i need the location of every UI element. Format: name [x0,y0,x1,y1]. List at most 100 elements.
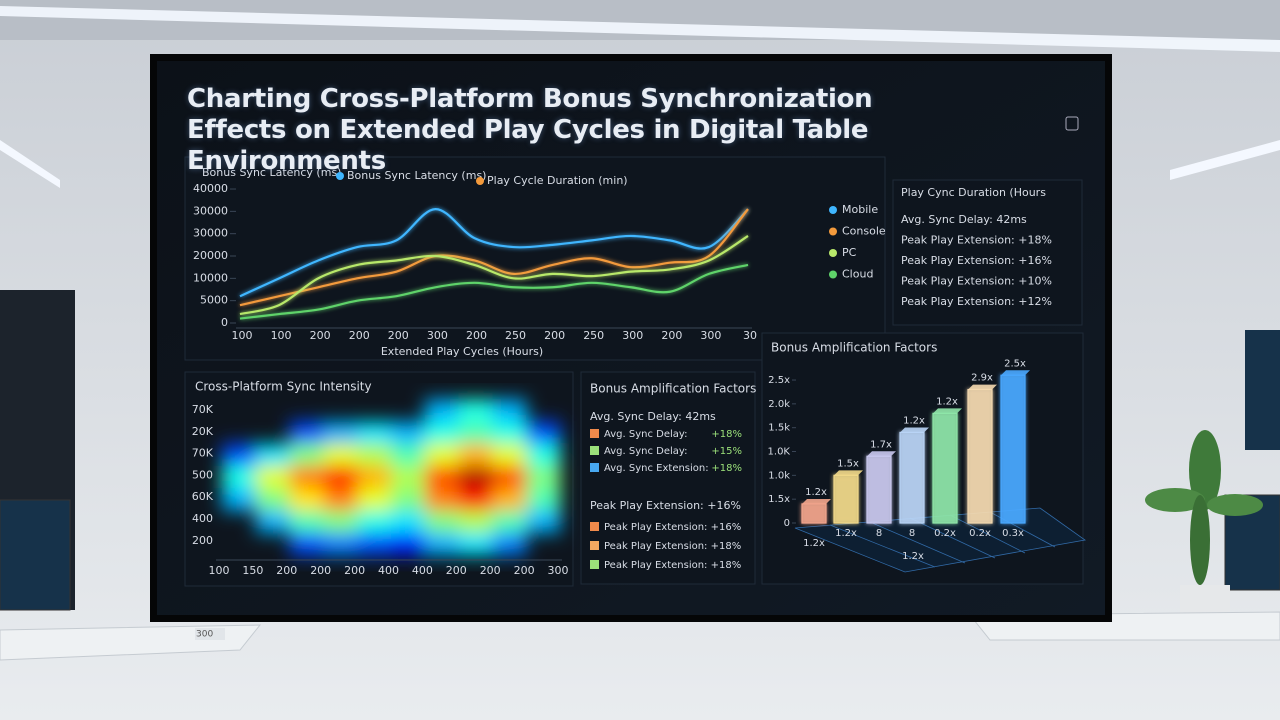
item-label: Avg. Sync Extension: [604,463,709,474]
heat-cell [424,443,460,467]
y-tick-label: 2.5x [768,375,790,386]
bar-top [867,451,896,457]
bar-label: 1.7x [870,439,892,450]
item-label: Peak Play Extension: +18% [604,541,741,552]
heat-cell [492,465,527,489]
y-tick-label: 20000 [193,249,228,262]
legend-swatch [829,249,837,257]
x-tick-label: 300 [622,329,643,342]
series-line [239,263,749,320]
x-tick-label: 250 [505,329,526,342]
bar [866,455,892,524]
heat-cell [357,443,392,467]
x-tick-label: 1.2x [835,528,857,539]
ceiling-light [1170,140,1280,180]
heat-cell [255,443,291,467]
heat-cell [492,443,527,467]
heat-cell [357,510,392,534]
y-tick-label: 2.0k [768,399,790,410]
y-tick-label: 0 [784,518,790,529]
y-tick-label: 400 [192,512,213,525]
heat-cell [424,465,460,489]
x-tick-label: 100 [271,329,292,342]
heat-cell [458,532,493,556]
y-tick-label: 1.0k [768,470,790,481]
heat-cell [391,465,426,489]
x-tick-label: 100 [232,329,253,342]
heat-cell [255,465,291,489]
heat-cell [222,465,257,489]
x-tick-label: 150 [242,564,263,577]
legend-swatch [590,541,599,550]
x-tick-label: 100 [209,564,230,577]
bar [967,388,993,524]
x-tick-label: 200 [388,329,409,342]
y-tick-label: 10000 [193,271,228,284]
heatmap [222,399,561,556]
legend-label: Cloud [842,268,873,281]
desk-label: 300 [196,630,213,640]
bar [932,412,958,524]
heat-cell [289,465,324,489]
bar-label: 2.9x [971,373,993,384]
item-label: Avg. Sync Delay: [604,446,687,457]
heat-cell [357,488,392,511]
heat-cell [357,465,392,489]
heat-cell [492,532,527,556]
bar [833,474,859,524]
legend-swatch [476,177,484,185]
desk-screen [195,628,225,640]
item-value: +18% [711,429,742,440]
x-tick-label: 200 [349,329,370,342]
x-tick-label: 250 [583,329,604,342]
heat-cell [323,465,358,489]
bar-top [900,427,929,433]
heat-cell [222,488,257,511]
x-tick-label: 200 [661,329,682,342]
y-tick-label: 40000 [193,182,228,195]
legend-swatch [336,172,344,180]
legend-swatch [590,463,599,472]
heat-cell [492,510,527,534]
y-tick-label: 30000 [193,204,228,217]
heat-cell [492,421,527,445]
heat-cell [391,488,426,511]
page-title: Charting Cross-Platform Bonus Synchroniz… [187,84,873,176]
bar-label: 1.2x [903,415,925,426]
heat-cell [391,443,426,467]
item-value: +15% [711,446,742,457]
side-monitor [0,499,71,611]
heat-cell [255,510,291,534]
x-tick-label: 200 [544,329,565,342]
y-tick-label: 20K [192,425,214,438]
legend-label: Console [842,225,886,238]
heat-cell [424,421,460,445]
x-tick-label: 200 [480,564,501,577]
heat-cell [458,488,493,511]
bar-label: 1.5x [837,458,859,469]
heat-cell [458,421,493,445]
stat-line: Avg. Sync Delay: 42ms [901,213,1027,226]
legend-swatch [590,446,599,455]
heat-cell [323,443,358,467]
x-tick-label: 0.3x [1002,528,1024,539]
panel-title: Play Cync Duration (Hours [901,186,1046,199]
icon [1065,116,1079,131]
y-tick-label: 1.0K [768,447,791,458]
x-tick-label: 300 [700,329,721,342]
bar [801,503,827,524]
legend-label: Mobile [842,203,878,216]
x-tick-label: 300 [548,564,569,577]
legend-swatch [829,270,837,279]
chart-title: Cross-Platform Sync Intensity [195,380,372,394]
stat-line: Peak Play Extension: +16% [901,254,1052,267]
bar [899,431,925,524]
heat-cell [289,421,324,445]
heat-cell [526,465,561,489]
heat-cell [526,510,561,534]
heat-cell [526,421,561,445]
bar-top [1001,370,1030,376]
heat-cell [492,488,527,511]
panel-title: Bonus Amplification Factors [590,382,756,396]
